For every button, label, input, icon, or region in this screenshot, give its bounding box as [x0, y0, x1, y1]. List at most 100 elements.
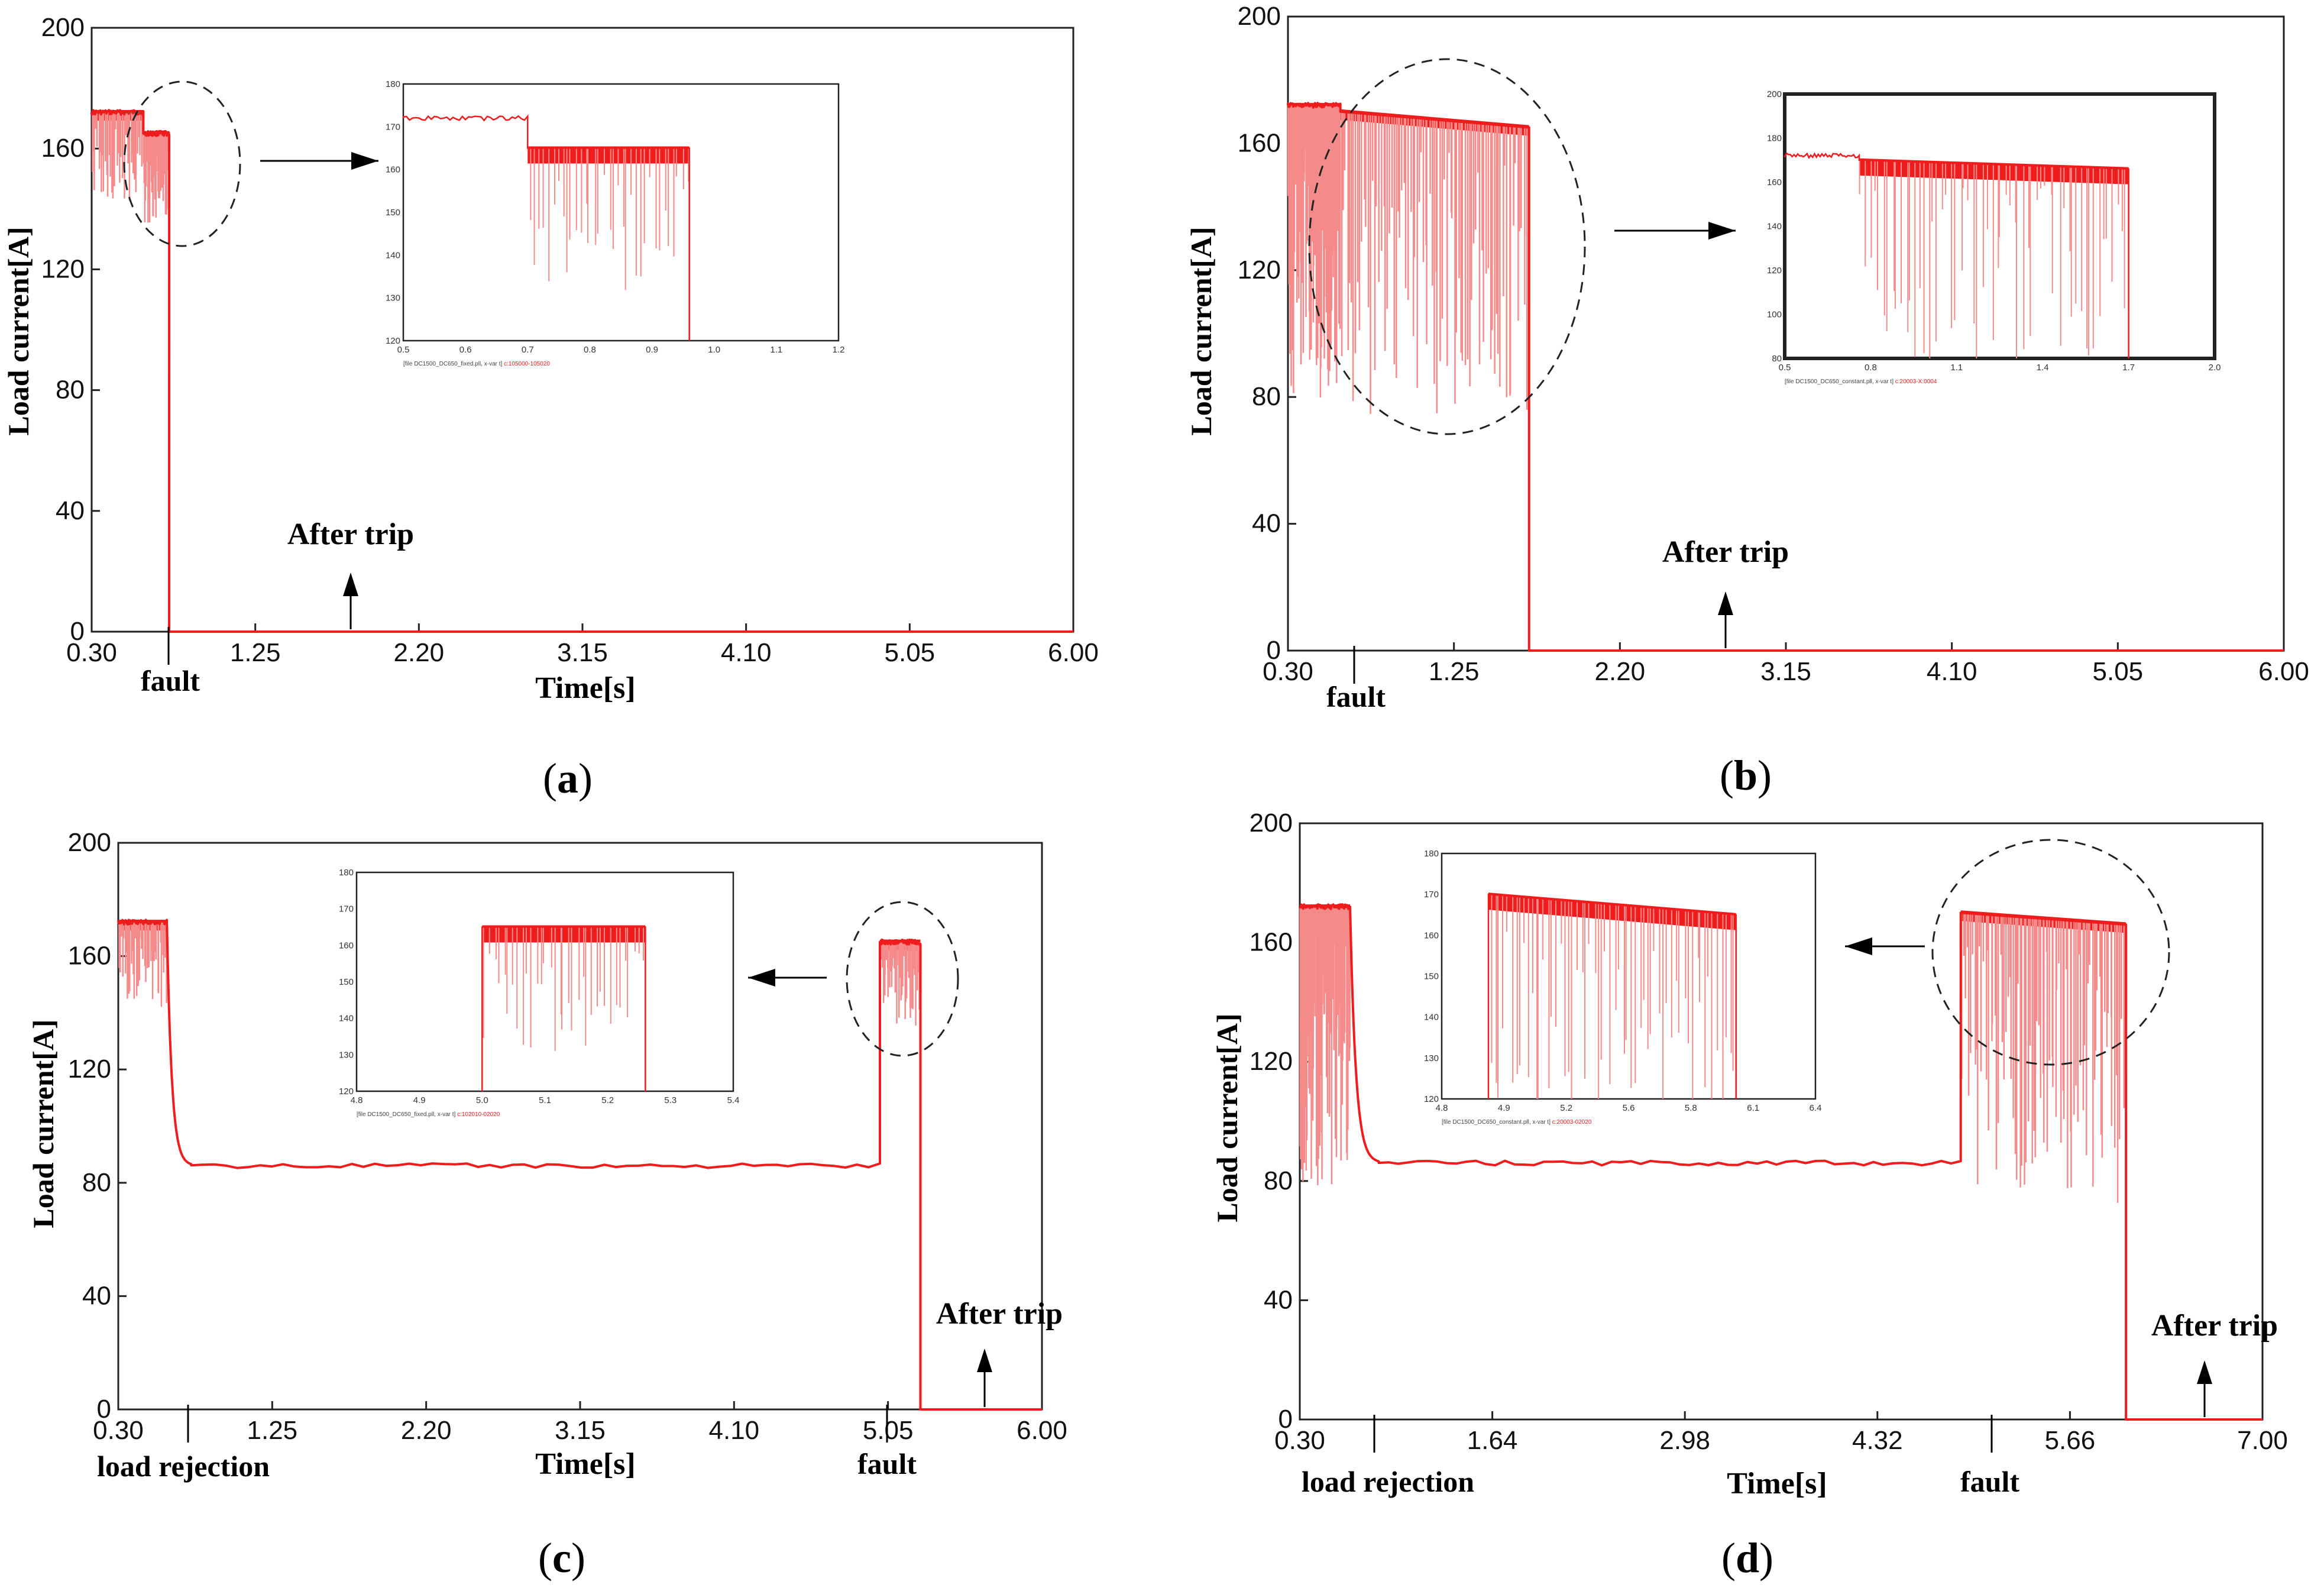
inset-x-tick-label: 5.8: [1685, 1103, 1697, 1113]
x-axis-label: Time[s]: [535, 671, 635, 705]
inset-file-caption: [file DC1500_DC650_fixed.pll, x-var t] c…: [403, 361, 550, 367]
inset-y-tick-label: 120: [1767, 266, 1782, 276]
y-tick-label: 160: [1238, 128, 1281, 157]
caption-part: ): [578, 755, 593, 802]
panel-caption: (d): [1721, 1534, 1773, 1582]
inset-c: 120 130 140 150 160 170 180 4.8 4.9 5.0 5.1 5.2 5.3 5…: [339, 868, 739, 1118]
inset-y-tick-label: 140: [1424, 1013, 1439, 1023]
y-tick-label: 0: [97, 1395, 111, 1424]
zoom-ellipse: [1308, 58, 1586, 435]
inset-file-caption: [file DC1500_DC650_fixed.pll, x-var t] c…: [357, 1111, 500, 1118]
x-tick-label: 6.00: [2258, 657, 2309, 686]
inset-y-tick-label: 120: [386, 336, 400, 346]
inset-x-tick-label: 0.8: [584, 345, 596, 355]
caption-part: (: [1721, 1534, 1736, 1582]
inset-y-tick-label: 130: [1424, 1053, 1439, 1063]
after-trip-label: After trip: [1662, 535, 1789, 569]
zoom-ellipse: [1931, 839, 2170, 1066]
x-tick-label: 6.00: [1048, 638, 1099, 667]
inset-y-tick-label: 160: [1767, 177, 1782, 187]
y-tick-label: 200: [1238, 2, 1281, 31]
x-tick-label: 4.10: [721, 638, 772, 667]
load-current-line: [1287, 102, 2284, 652]
inset-fault-band: [1859, 158, 2129, 185]
fault-dips: [1299, 907, 2126, 1203]
after-trip-arrow-head: [2197, 1360, 2212, 1384]
x-tick-label: 6.00: [1017, 1416, 1067, 1445]
inset-x-tick-label: 0.7: [522, 345, 534, 355]
caption-part: ): [571, 1534, 585, 1582]
inset-y-tick-label: 180: [339, 868, 354, 878]
x-tick-label: 0.30: [66, 638, 117, 667]
inset-file-caption: [file DC1500_DC650_constant.pll, x-var t…: [1785, 379, 1937, 385]
panel-caption: (c): [538, 1534, 585, 1582]
fault-label: fault: [857, 1447, 917, 1480]
inset-x-tick-label: 0.9: [646, 345, 658, 355]
inset-load-current-line: [481, 926, 646, 1091]
x-tick-label: 0.30: [93, 1416, 144, 1445]
y-tick-label: 120: [1250, 1047, 1293, 1076]
inset-x-tick-label: 1.4: [2037, 363, 2049, 373]
x-tick-label: 3.15: [1760, 657, 1811, 686]
x-tick-label: 5.66: [2045, 1426, 2096, 1455]
inset-y-tick-label: 120: [1424, 1094, 1439, 1104]
inset-x-tick-label: 4.8: [351, 1095, 363, 1105]
caption-part: (: [1720, 752, 1734, 799]
y-tick-label: 120: [1238, 256, 1281, 284]
inset-x-tick-label: 5.2: [601, 1095, 614, 1105]
panel-d: 0 40 80 120 160 200 0.30 1.64 2.98 4.32 5.66 7.00 Lo…: [1210, 809, 2288, 1582]
zoom-arrow-head: [1708, 222, 1736, 240]
y-tick-label: 160: [68, 942, 111, 971]
inset-a: 120 130 140 150 160 170 180 0.5 0.6 0.7 0.8 0.9 1.0 1…: [386, 79, 844, 367]
inset-fault-band: [1488, 892, 1736, 930]
fault-dips: [118, 922, 921, 1026]
zoom-ellipse: [846, 901, 959, 1057]
x-tick-label: 0.30: [1274, 1426, 1325, 1455]
x-tick-label: 1.25: [1429, 657, 1480, 686]
inset-y-tick-label: 200: [1767, 89, 1782, 99]
inset-frame: [355, 871, 734, 1092]
y-tick-label: 160: [1250, 928, 1293, 957]
inset-y-tick-label: 180: [1424, 849, 1439, 859]
panel-caption: (b): [1720, 752, 1772, 799]
caption-part: (: [538, 1534, 552, 1582]
inset-x-tick-label: 4.9: [1498, 1103, 1510, 1113]
y-tick-label: 0: [1267, 636, 1281, 665]
inset-file-caption-red: c:20003-X:0004: [1895, 379, 1937, 385]
y-tick-label: 80: [82, 1168, 111, 1197]
x-tick-label: 4.10: [709, 1416, 760, 1445]
inset-fault-band: [527, 146, 690, 164]
inset-x-tick-label: 5.3: [664, 1095, 677, 1105]
inset-x-tick-label: 1.1: [770, 345, 782, 355]
caption-part: a: [557, 755, 578, 802]
inset-fault-dips: [1859, 160, 2125, 358]
x-axis-label: Time[s]: [535, 1447, 635, 1481]
y-tick-label: 40: [1252, 509, 1281, 538]
inset-fault-dips: [530, 148, 690, 290]
fault-label: fault: [1960, 1465, 2019, 1498]
inset-x-tick-label: 5.6: [1623, 1103, 1635, 1113]
x-tick-label: 4.32: [1852, 1426, 1903, 1455]
inset-y-tick-label: 150: [339, 977, 354, 987]
x-tick-label: 1.64: [1467, 1426, 1518, 1455]
inset-x-tick-label: 0.5: [1779, 363, 1791, 373]
x-tick-label: 5.05: [2093, 657, 2144, 686]
panel-a: 0 40 80 120 160 200 0.30 1.25 2.20 3.15 4.10 5.05 6.…: [2, 13, 1099, 802]
x-tick-label: 7.00: [2237, 1426, 2288, 1455]
load-current-line: [117, 919, 1042, 1411]
y-axis-label: Load current[A]: [27, 1019, 60, 1228]
load-current-line: [1299, 903, 2262, 1421]
inset-y-tick-label: 130: [339, 1050, 354, 1060]
y-tick-label: 160: [41, 134, 85, 163]
load-rejection-label: load rejection: [1302, 1465, 1474, 1498]
inset-y-tick-label: 140: [1767, 222, 1782, 232]
inset-file-caption-red: c:102010-02020: [457, 1111, 500, 1118]
inset-y-tick-label: 170: [386, 122, 400, 132]
inset-y-tick-label: 160: [339, 940, 354, 950]
inset-x-tick-label: 0.8: [1865, 363, 1877, 373]
y-tick-label: 0: [70, 617, 85, 646]
caption-part: b: [1734, 752, 1757, 799]
x-tick-label: 3.15: [555, 1416, 606, 1445]
fault-label: fault: [141, 664, 200, 697]
inset-frame: [402, 83, 840, 342]
